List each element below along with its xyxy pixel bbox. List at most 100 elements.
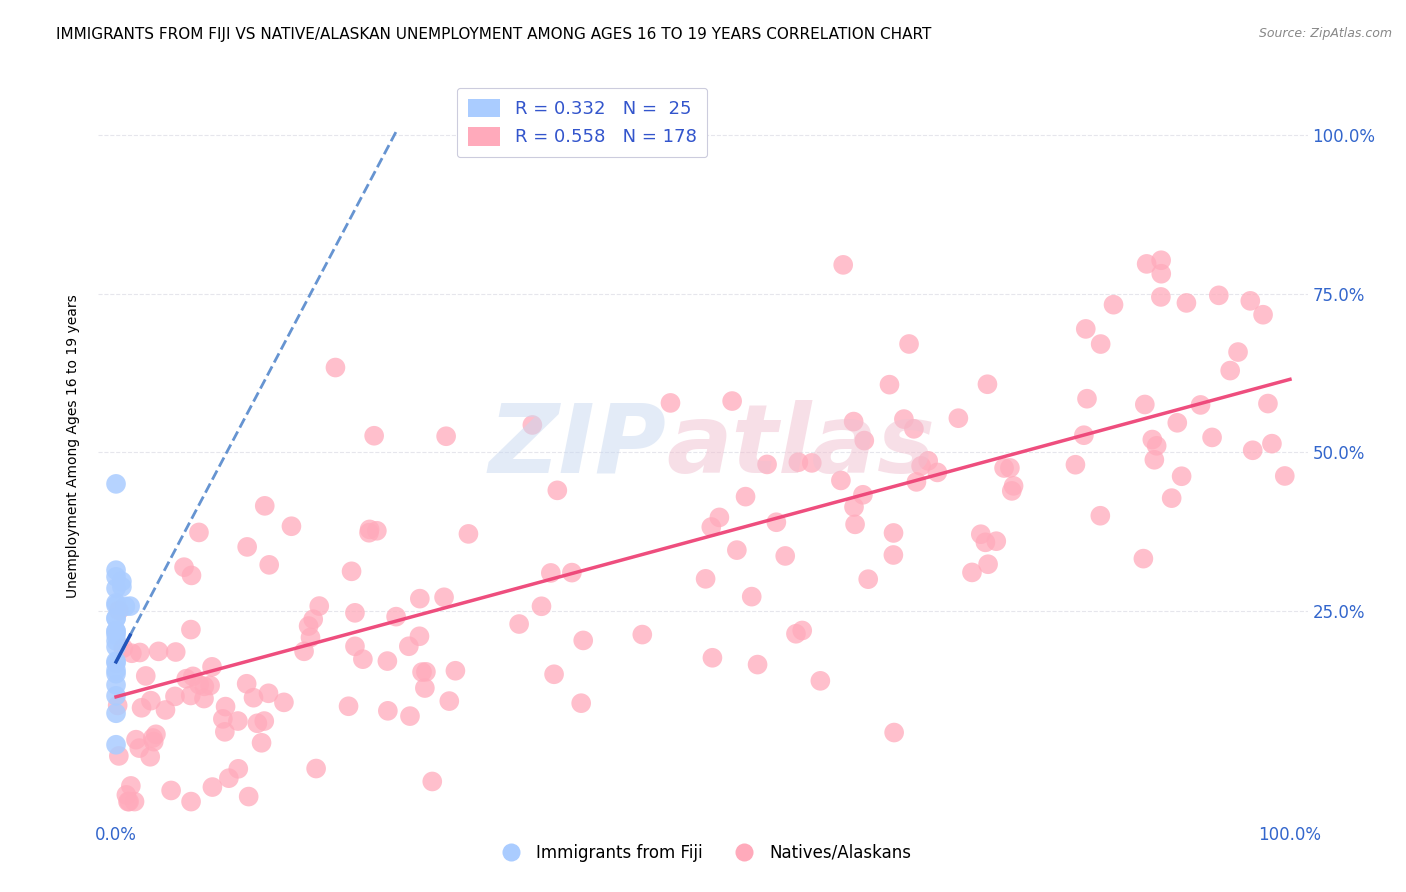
- Point: [193, 679, 215, 693]
- Point: [105, 738, 128, 752]
- Point: [128, 741, 150, 756]
- Point: [1241, 443, 1264, 458]
- Point: [165, 645, 187, 659]
- Point: [105, 656, 128, 670]
- Point: [273, 695, 295, 709]
- Point: [105, 611, 128, 625]
- Point: [226, 762, 249, 776]
- Point: [198, 678, 221, 692]
- Point: [128, 645, 150, 659]
- Point: [856, 572, 879, 586]
- Point: [377, 704, 399, 718]
- Point: [1170, 469, 1192, 483]
- Text: atlas: atlas: [666, 400, 936, 492]
- Point: [756, 458, 779, 472]
- Point: [411, 665, 433, 679]
- Point: [808, 673, 831, 688]
- Point: [211, 712, 233, 726]
- Point: [343, 606, 366, 620]
- Point: [105, 563, 128, 577]
- Point: [105, 666, 128, 681]
- Point: [457, 527, 479, 541]
- Point: [124, 795, 146, 809]
- Point: [1175, 296, 1198, 310]
- Point: [1189, 398, 1212, 412]
- Point: [1090, 337, 1112, 351]
- Point: [702, 650, 724, 665]
- Point: [308, 599, 330, 613]
- Point: [734, 490, 756, 504]
- Point: [853, 434, 876, 448]
- Point: [180, 689, 202, 703]
- Point: [297, 619, 319, 633]
- Point: [883, 525, 905, 540]
- Point: [280, 519, 302, 533]
- Point: [343, 640, 366, 654]
- Point: [242, 690, 264, 705]
- Point: [1219, 363, 1241, 377]
- Point: [948, 411, 970, 425]
- Point: [139, 694, 162, 708]
- Text: IMMIGRANTS FROM FIJI VS NATIVE/ALASKAN UNEMPLOYMENT AMONG AGES 16 TO 19 YEARS CO: IMMIGRANTS FROM FIJI VS NATIVE/ALASKAN U…: [56, 27, 932, 42]
- Point: [105, 689, 128, 703]
- Point: [238, 789, 260, 804]
- Point: [415, 665, 437, 679]
- Point: [142, 731, 165, 745]
- Point: [257, 686, 280, 700]
- Point: [977, 558, 1000, 572]
- Point: [180, 568, 202, 582]
- Point: [993, 461, 1015, 475]
- Point: [1208, 288, 1230, 302]
- Point: [408, 629, 430, 643]
- Point: [337, 699, 360, 714]
- Point: [173, 560, 195, 574]
- Point: [986, 534, 1008, 549]
- Point: [201, 660, 224, 674]
- Point: [741, 590, 763, 604]
- Text: ZIP: ZIP: [489, 400, 666, 492]
- Point: [246, 716, 269, 731]
- Point: [105, 582, 128, 596]
- Point: [420, 774, 443, 789]
- Point: [1133, 397, 1156, 411]
- Point: [561, 566, 583, 580]
- Point: [111, 574, 134, 589]
- Point: [105, 570, 128, 584]
- Point: [1160, 491, 1182, 505]
- Point: [785, 626, 807, 640]
- Point: [142, 734, 165, 748]
- Point: [1143, 452, 1166, 467]
- Point: [188, 525, 211, 540]
- Point: [250, 736, 273, 750]
- Point: [879, 377, 901, 392]
- Point: [359, 522, 381, 536]
- Point: [121, 646, 143, 660]
- Point: [413, 681, 436, 695]
- Point: [439, 694, 461, 708]
- Point: [832, 258, 855, 272]
- Point: [917, 454, 939, 468]
- Point: [898, 337, 921, 351]
- Point: [105, 611, 128, 625]
- Point: [1001, 483, 1024, 498]
- Point: [927, 466, 949, 480]
- Point: [117, 795, 139, 809]
- Point: [1142, 433, 1164, 447]
- Point: [1076, 392, 1098, 406]
- Point: [842, 415, 865, 429]
- Point: [108, 748, 131, 763]
- Point: [292, 644, 315, 658]
- Point: [1136, 257, 1159, 271]
- Point: [366, 524, 388, 538]
- Point: [105, 628, 128, 642]
- Point: [569, 696, 592, 710]
- Point: [433, 591, 456, 605]
- Point: [201, 780, 224, 794]
- Point: [299, 631, 322, 645]
- Point: [725, 543, 748, 558]
- Point: [120, 779, 142, 793]
- Legend: Immigrants from Fiji, Natives/Alaskans: Immigrants from Fiji, Natives/Alaskans: [488, 838, 918, 869]
- Point: [792, 624, 814, 638]
- Point: [434, 429, 457, 443]
- Point: [546, 483, 568, 498]
